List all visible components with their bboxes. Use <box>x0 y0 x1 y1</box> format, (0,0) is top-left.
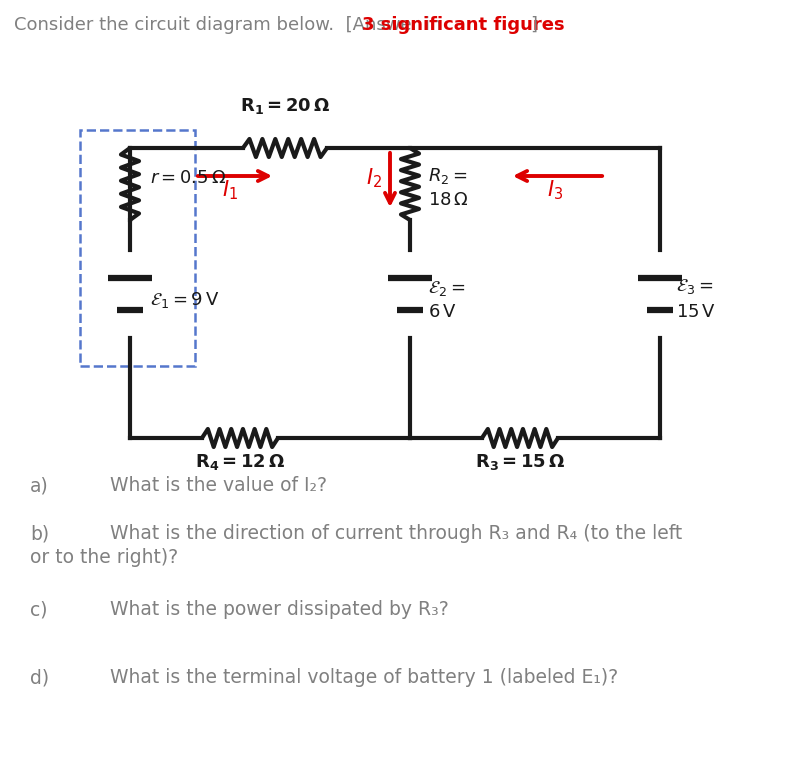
Text: $I_3$: $I_3$ <box>547 178 563 202</box>
Text: $I_1$: $I_1$ <box>222 178 238 202</box>
Text: $\mathcal{E}_1 = 9\,\mathrm{V}$: $\mathcal{E}_1 = 9\,\mathrm{V}$ <box>150 290 219 310</box>
Text: $6\,\mathrm{V}$: $6\,\mathrm{V}$ <box>428 303 456 321</box>
Text: 3 significant figures: 3 significant figures <box>362 16 565 34</box>
Text: $\bf{R_3 = 15\,\Omega}$: $\bf{R_3 = 15\,\Omega}$ <box>475 452 565 472</box>
Text: ]: ] <box>530 16 537 34</box>
Text: $\mathcal{E}_2 =$: $\mathcal{E}_2 =$ <box>428 279 465 297</box>
Text: $r = 0.5\,\Omega$: $r = 0.5\,\Omega$ <box>150 169 226 187</box>
Text: $\mathcal{E}_3 =$: $\mathcal{E}_3 =$ <box>676 276 713 296</box>
Text: Consider the circuit diagram below.  [Answer in: Consider the circuit diagram below. [Ans… <box>14 16 448 34</box>
Text: What is the value of I₂?: What is the value of I₂? <box>110 476 327 495</box>
Text: b): b) <box>30 524 49 543</box>
Bar <box>80 130 195 366</box>
Text: $R_2 =$: $R_2 =$ <box>428 166 468 186</box>
Text: What is the terminal voltage of battery 1 (labeled E₁)?: What is the terminal voltage of battery … <box>110 668 618 687</box>
Text: What is the power dissipated by R₃?: What is the power dissipated by R₃? <box>110 600 449 619</box>
Text: What is the direction of current through R₃ and R₄ (to the left: What is the direction of current through… <box>110 524 683 543</box>
Text: $18\,\Omega$: $18\,\Omega$ <box>428 191 469 209</box>
Text: $\bf{R_1 = 20\,\Omega}$: $\bf{R_1 = 20\,\Omega}$ <box>240 96 330 116</box>
Text: c): c) <box>30 600 47 619</box>
Text: a): a) <box>30 476 49 495</box>
Text: $\bf{R_4 = 12\,\Omega}$: $\bf{R_4 = 12\,\Omega}$ <box>195 452 286 472</box>
Text: $I_2$: $I_2$ <box>366 166 382 190</box>
Text: or to the right)?: or to the right)? <box>30 548 178 567</box>
Text: $15\,\mathrm{V}$: $15\,\mathrm{V}$ <box>676 303 716 321</box>
Text: d): d) <box>30 668 49 687</box>
